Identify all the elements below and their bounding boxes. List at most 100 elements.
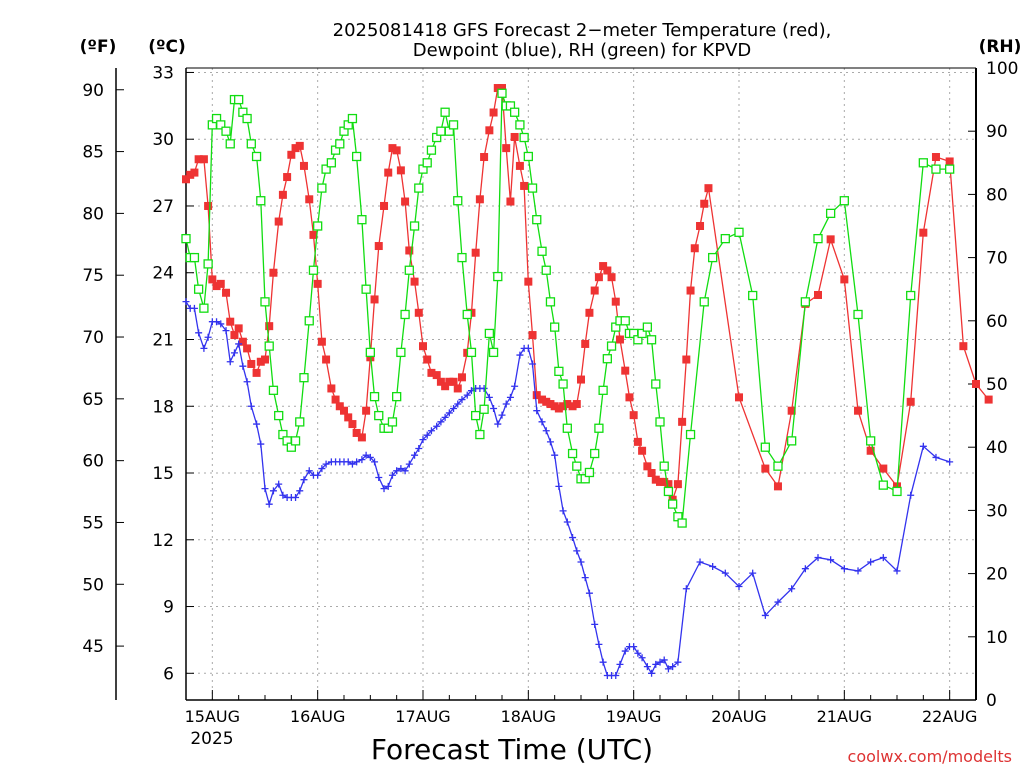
chart-title-line1: 2025081418 GFS Forecast 2−meter Temperat…: [333, 20, 832, 41]
rh-point: [369, 391, 380, 402]
temperature-point: [392, 146, 401, 155]
temperature-point: [216, 279, 225, 288]
dewpoint-point: [506, 393, 514, 401]
fahrenheit-tick-label: 55: [82, 513, 104, 533]
temperature-point: [638, 446, 647, 455]
dewpoint-point: [529, 360, 537, 368]
dewpoint-point: [696, 558, 704, 566]
rh-point: [787, 436, 797, 446]
dewpoint-point: [827, 556, 835, 564]
temperature-point: [629, 411, 638, 420]
temperature-point: [700, 199, 709, 208]
dewpoint-point: [591, 620, 599, 628]
rh-point: [347, 113, 358, 124]
x-tick-label: 18AUG: [501, 707, 556, 726]
x-axis-label: Forecast Time (UTC): [371, 733, 653, 766]
rh-point: [590, 448, 600, 459]
temperature-point: [550, 402, 559, 411]
temperature-point: [673, 480, 682, 489]
temperature-point: [572, 400, 581, 409]
temperature-point: [212, 282, 221, 291]
temperature-point: [735, 393, 743, 402]
dewpoint-point: [305, 467, 313, 475]
dewpoint-point: [494, 420, 502, 428]
temperature-point: [204, 201, 213, 210]
temperature-point: [498, 84, 506, 93]
temperature-point: [532, 391, 541, 400]
temperature-point: [489, 108, 498, 117]
temperature-point: [190, 168, 199, 177]
rh-point: [663, 486, 674, 497]
temperature-point: [194, 155, 203, 164]
temperature-point: [287, 150, 296, 159]
rh-point: [335, 139, 345, 149]
rh-point: [598, 385, 608, 395]
rh-point: [537, 246, 547, 256]
temperature-point: [340, 406, 348, 415]
rh-point: [299, 373, 309, 383]
dewpoint-point: [190, 304, 198, 312]
rh-point: [677, 518, 687, 528]
dewpoint-point: [235, 340, 243, 348]
series-dewpoint: [182, 298, 954, 680]
dewpoint-point: [411, 451, 419, 459]
temperature-point: [485, 126, 494, 135]
rh-point: [234, 94, 244, 105]
rh-tick-label: 30: [986, 501, 1008, 521]
dewpoint-point: [318, 465, 326, 473]
dewpoint-point: [261, 485, 269, 493]
temperature-point: [471, 248, 480, 257]
rh-point: [361, 284, 371, 294]
temperature-point: [931, 153, 940, 162]
rh-point: [642, 322, 653, 332]
dewpoint-point: [300, 476, 308, 484]
dewpoint-point: [516, 351, 524, 359]
dewpoint-point: [415, 445, 423, 453]
temperature-point: [546, 400, 555, 409]
rh-point: [545, 297, 556, 307]
dewpoint-point: [801, 565, 809, 573]
temperature-point: [538, 395, 547, 404]
dewpoint-point: [946, 458, 954, 466]
dewpoint-point: [643, 663, 651, 671]
rh-point: [918, 158, 928, 168]
rh-point: [646, 335, 657, 345]
dewpoint-point: [660, 656, 668, 664]
rh-point: [404, 265, 414, 275]
temperature-point: [269, 268, 278, 277]
fahrenheit-tick-label: 60: [82, 452, 104, 472]
temperature-point: [611, 297, 620, 306]
dewpoint-point: [674, 658, 682, 666]
temperature-point: [344, 413, 353, 422]
rh-tick-label: 90: [986, 122, 1008, 142]
dewpoint-point: [362, 451, 370, 459]
temperature-point: [331, 395, 340, 404]
temperature-point: [510, 132, 519, 141]
dewpoint-point: [599, 658, 607, 666]
dewpoint-point: [371, 458, 379, 466]
dewpoint-point: [375, 473, 383, 481]
temperature-point: [234, 324, 243, 333]
dewpoint-point: [854, 567, 862, 575]
rh-point: [685, 429, 696, 440]
temperature-point: [405, 246, 414, 255]
rh-point: [462, 309, 472, 320]
temperature-point: [625, 393, 634, 402]
temperature-point: [682, 355, 691, 364]
rh-point: [554, 366, 564, 377]
rh-point: [414, 183, 424, 193]
temperature-point: [322, 355, 331, 364]
celsius-tick-label: 9: [163, 598, 174, 618]
rh-tick-label: 80: [986, 185, 1008, 205]
rh-point: [945, 164, 955, 174]
dewpoint-point: [348, 460, 356, 468]
temperature-point: [633, 437, 642, 446]
dewpoint-point: [538, 418, 546, 426]
rh-tick-label: 50: [986, 375, 1008, 395]
rh-point: [515, 120, 525, 130]
rh-point: [471, 410, 481, 421]
rh-point: [825, 208, 836, 219]
dewpoint-point: [296, 487, 304, 495]
temperature-point: [299, 161, 308, 170]
